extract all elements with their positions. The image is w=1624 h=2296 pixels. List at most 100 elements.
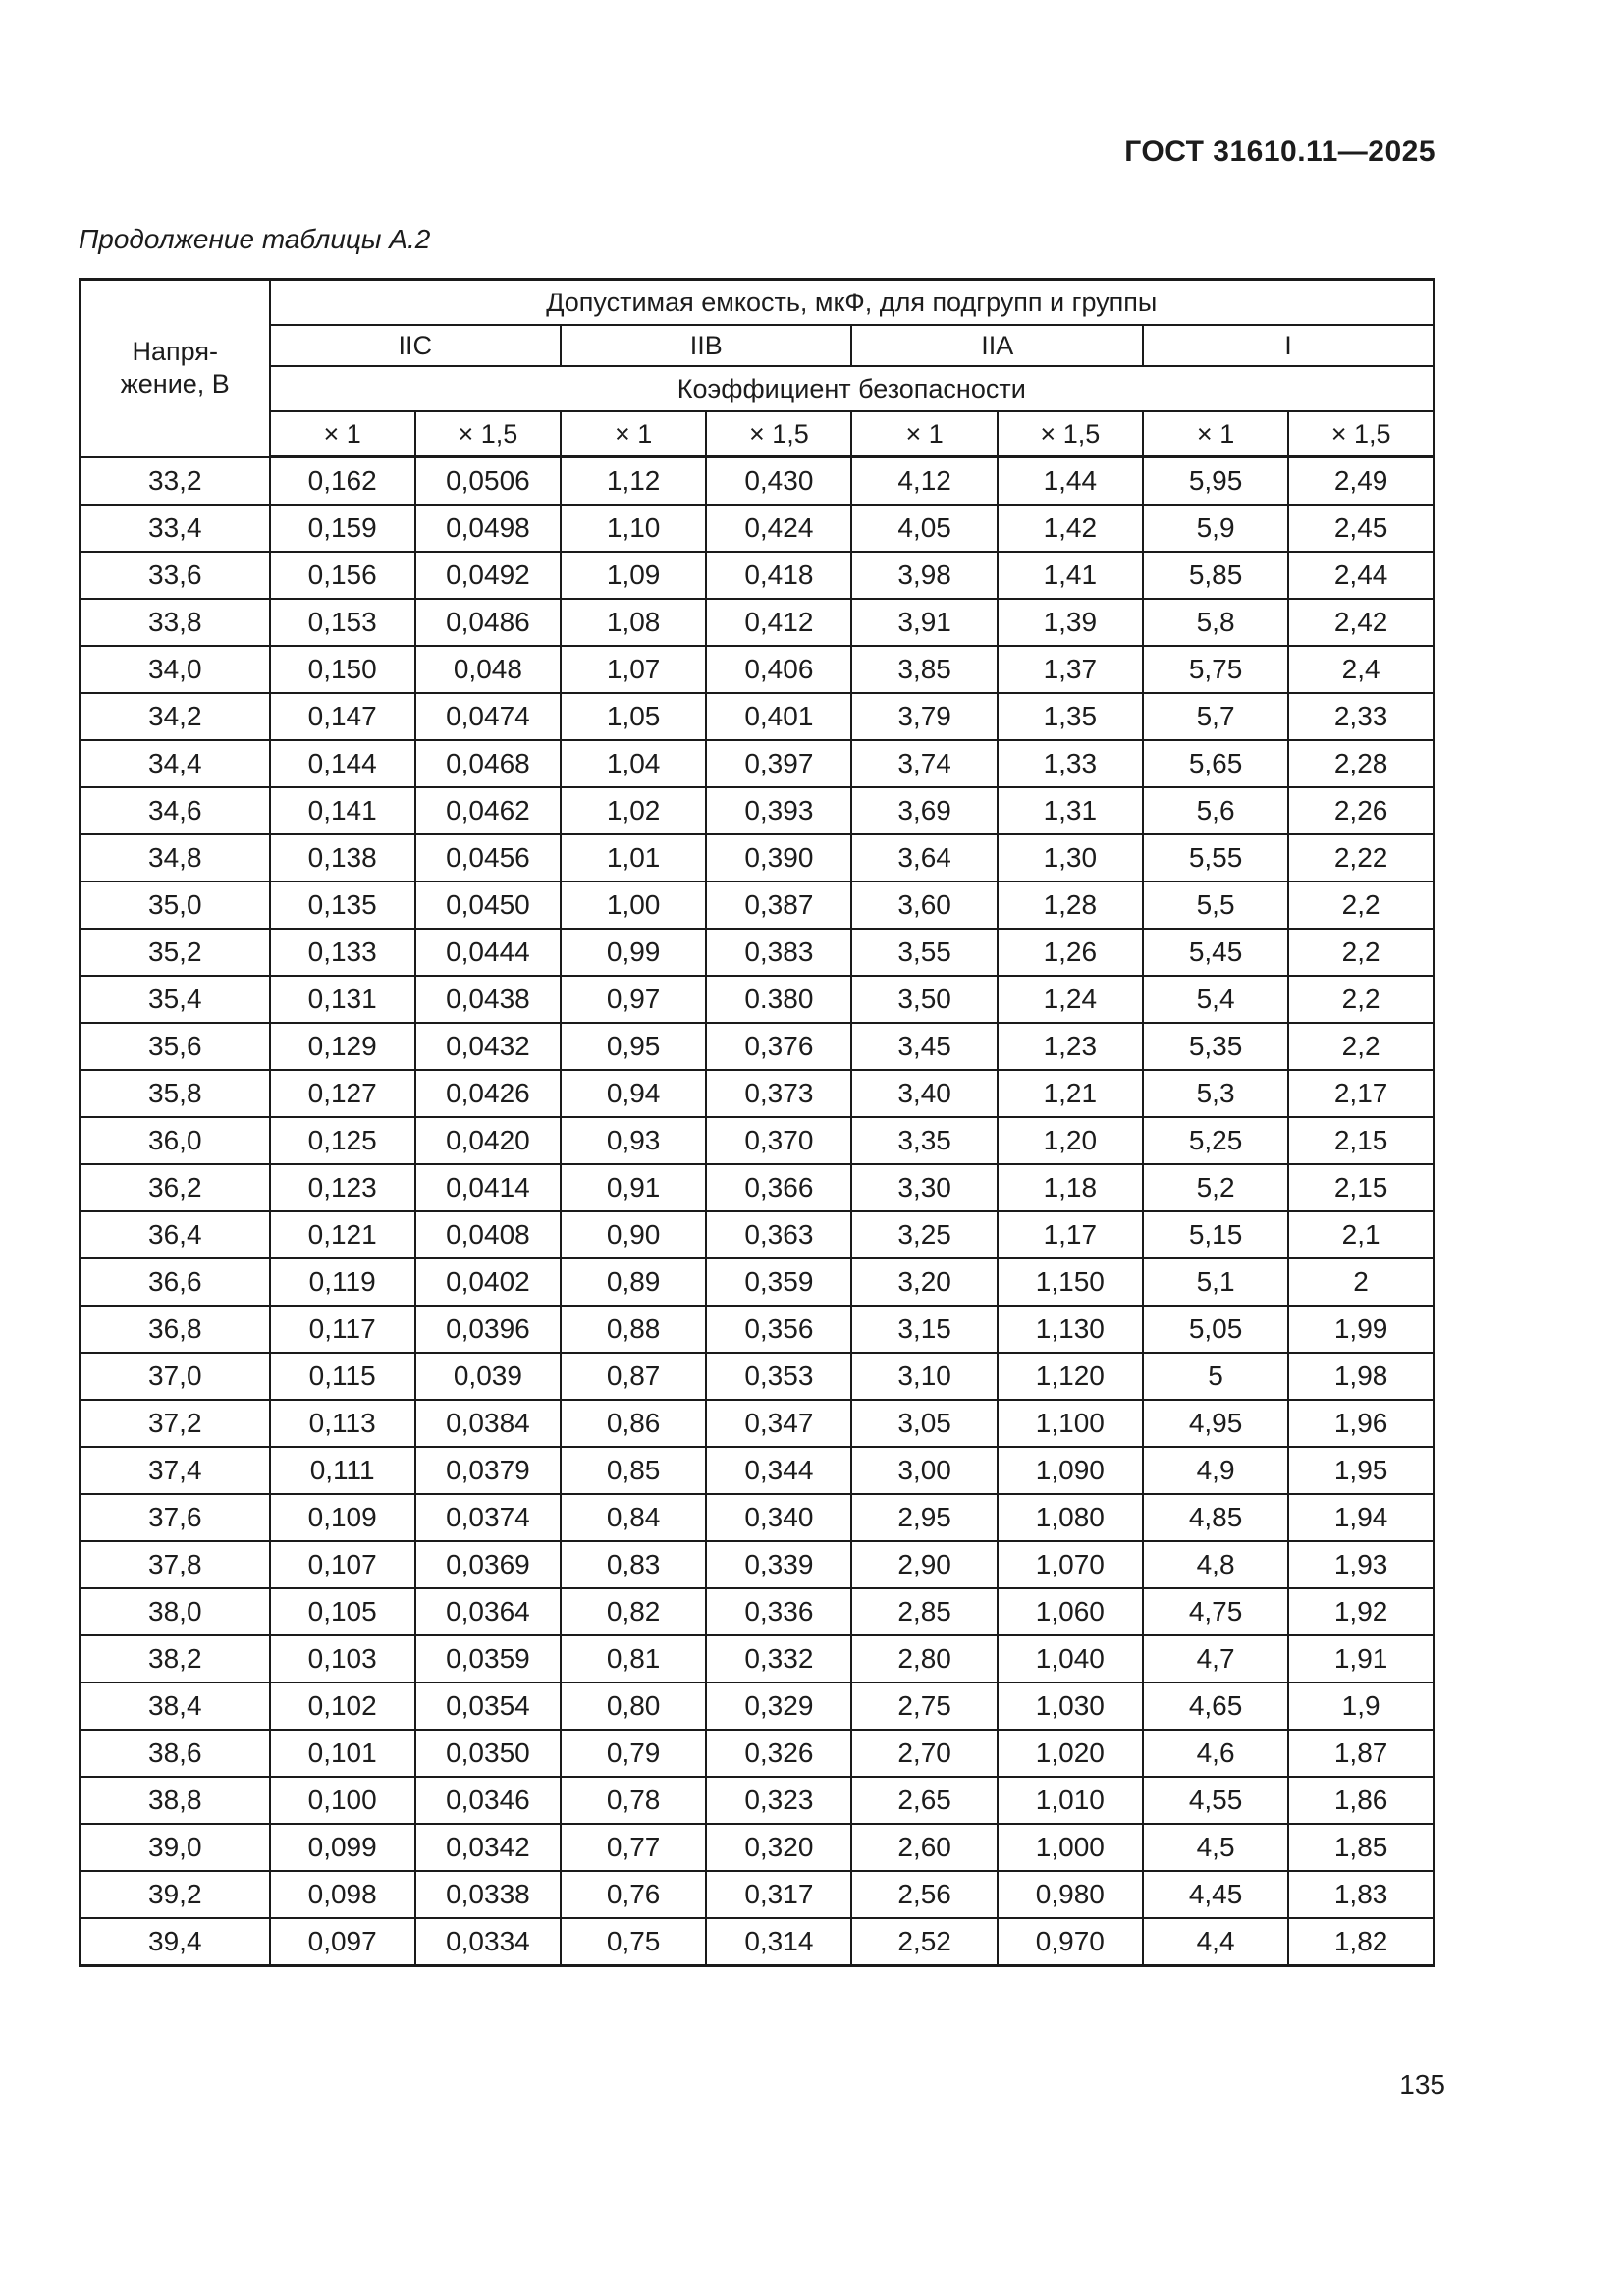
capacitance-cell: 5,4 (1141, 975, 1290, 1024)
capacitance-cell: 4,5 (1141, 1823, 1290, 1872)
table-row: 34,0 0,150 0,048 1,07 0,406 3,85 1,37 5,75 2,4 (79, 645, 1435, 694)
capacitance-cell: 2,95 (850, 1493, 999, 1542)
capacitance-cell: 3,74 (850, 739, 999, 788)
capacitance-cell: 2,17 (1287, 1069, 1435, 1118)
capacitance-cell: 0,406 (705, 645, 853, 694)
capacitance-cell: 1,090 (996, 1446, 1144, 1495)
capacitance-cell: 0,383 (705, 928, 853, 977)
capacitance-cell: 0,129 (268, 1022, 416, 1071)
capacitance-cell: 1,42 (996, 504, 1144, 553)
capacitance-cell: 1,85 (1287, 1823, 1435, 1872)
capacitance-cell: 0,0498 (413, 504, 563, 553)
group-header-iic: IIC (268, 324, 563, 367)
capacitance-cell: 3,60 (850, 881, 999, 930)
capacitance-cell: 5 (1141, 1352, 1290, 1401)
table-row: 35,8 0,127 0,0426 0,94 0,373 3,40 1,21 5,3 2,17 (79, 1069, 1435, 1118)
capacitance-cell: 0,339 (705, 1540, 853, 1589)
voltage-cell: 36,2 (79, 1163, 271, 1212)
capacitance-cell: 1,9 (1287, 1682, 1435, 1731)
capacitance-cell: 0,039 (413, 1352, 563, 1401)
capacitance-cell: 0,317 (705, 1870, 853, 1919)
capacitance-cell: 0,048 (413, 645, 563, 694)
capacitance-cell: 4,8 (1141, 1540, 1290, 1589)
capacitance-cell: 3,85 (850, 645, 999, 694)
capacitance-cell: 0,0492 (413, 551, 563, 600)
capacitance-cell: 4,12 (850, 455, 999, 506)
voltage-cell: 38,0 (79, 1587, 271, 1636)
capacitance-cell: 0,0468 (413, 739, 563, 788)
capacitance-cell: 1,080 (996, 1493, 1144, 1542)
capacitance-cell: 0,113 (268, 1399, 416, 1448)
table-row: 35,6 0,129 0,0432 0,95 0,376 3,45 1,23 5,35 2,2 (79, 1022, 1435, 1071)
capacitance-cell: 2,2 (1287, 881, 1435, 930)
capacitance-cell: 1,20 (996, 1116, 1144, 1165)
capacitance-cell: 0,0462 (413, 786, 563, 835)
capacitance-cell: 0,86 (560, 1399, 708, 1448)
table-row: 37,2 0,113 0,0384 0,86 0,347 3,05 1,100 4,95 1,9… (79, 1399, 1435, 1448)
capacitance-cell: 0,107 (268, 1540, 416, 1589)
capacitance-table: Напря- жение, В Допустимая емкость, мкФ,… (79, 278, 1435, 1967)
capacitance-cell: 0,0420 (413, 1116, 563, 1165)
capacitance-cell: 1,91 (1287, 1634, 1435, 1683)
table-row: 34,4 0,144 0,0468 1,04 0,397 3,74 1,33 5,65 2,28 (79, 739, 1435, 788)
capacitance-cell: 3,40 (850, 1069, 999, 1118)
capacitance-cell: 0,153 (268, 598, 416, 647)
voltage-cell: 36,4 (79, 1210, 271, 1259)
capacitance-cell: 3,69 (850, 786, 999, 835)
table-row: 34,2 0,147 0,0474 1,05 0,401 3,79 1,35 5,7 2,33 (79, 692, 1435, 741)
voltage-cell: 39,0 (79, 1823, 271, 1872)
capacitance-cell: 2,45 (1287, 504, 1435, 553)
table-caption: Продолжение таблицы А.2 (79, 224, 431, 254)
capacitance-cell: 0,93 (560, 1116, 708, 1165)
capacitance-cell: 0,162 (268, 455, 416, 506)
capacitance-cell: 0,127 (268, 1069, 416, 1118)
capacitance-cell: 2,26 (1287, 786, 1435, 835)
capacitance-cell: 0,0369 (413, 1540, 563, 1589)
capacitance-cell: 1,18 (996, 1163, 1144, 1212)
capacitance-cell: 0,0432 (413, 1022, 563, 1071)
capacitance-cell: 5,35 (1141, 1022, 1290, 1071)
capacitance-cell: 0,359 (705, 1257, 853, 1307)
voltage-cell: 37,2 (79, 1399, 271, 1448)
capacitance-cell: 2,80 (850, 1634, 999, 1683)
capacitance-cell: 1,82 (1287, 1917, 1435, 1967)
capacitance-cell: 1,09 (560, 551, 708, 600)
capacitance-cell: 0,75 (560, 1917, 708, 1967)
capacitance-cell: 0,0396 (413, 1305, 563, 1354)
capacitance-cell: 0,125 (268, 1116, 416, 1165)
capacitance-cell: 5,15 (1141, 1210, 1290, 1259)
capacitance-cell: 2,42 (1287, 598, 1435, 647)
capacitance-cell: 0,81 (560, 1634, 708, 1683)
capacitance-cell: 0,76 (560, 1870, 708, 1919)
capacitance-cell: 1,95 (1287, 1446, 1435, 1495)
capacitance-cell: 0,370 (705, 1116, 853, 1165)
capacitance-cell: 0,0342 (413, 1823, 563, 1872)
capacitance-cell: 1,31 (996, 786, 1144, 835)
capacitance-cell: 3,35 (850, 1116, 999, 1165)
capacitance-cell: 2,1 (1287, 1210, 1435, 1259)
table-row: 38,8 0,100 0,0346 0,78 0,323 2,65 1,010 4,55 1,8… (79, 1776, 1435, 1825)
capacitance-cell: 2,2 (1287, 928, 1435, 977)
table-row: 38,4 0,102 0,0354 0,80 0,329 2,75 1,030 4,65 1,9 (79, 1682, 1435, 1731)
capacitance-cell: 1,040 (996, 1634, 1144, 1683)
capacitance-cell: 5,1 (1141, 1257, 1290, 1307)
capacitance-cell: 0,401 (705, 692, 853, 741)
capacitance-cell: 0,102 (268, 1682, 416, 1731)
capacitance-cell: 0,0359 (413, 1634, 563, 1683)
page-number: 135 (1399, 2069, 1445, 2100)
voltage-cell: 35,4 (79, 975, 271, 1024)
capacitance-cell: 5,9 (1141, 504, 1290, 553)
voltage-cell: 35,6 (79, 1022, 271, 1071)
table-row: 38,0 0,105 0,0364 0,82 0,336 2,85 1,060 4,75 1,9… (79, 1587, 1435, 1636)
capacitance-cell: 5,45 (1141, 928, 1290, 977)
capacitance-cell: 1,44 (996, 455, 1144, 506)
voltage-cell: 34,0 (79, 645, 271, 694)
capacitance-cell: 0,0384 (413, 1399, 563, 1448)
capacitance-cell: 0,82 (560, 1587, 708, 1636)
capacitance-cell: 5,3 (1141, 1069, 1290, 1118)
capacitance-cell: 0,90 (560, 1210, 708, 1259)
capacitance-cell: 1,21 (996, 1069, 1144, 1118)
capacitance-cell: 0,0379 (413, 1446, 563, 1495)
capacitance-cell: 0,376 (705, 1022, 853, 1071)
